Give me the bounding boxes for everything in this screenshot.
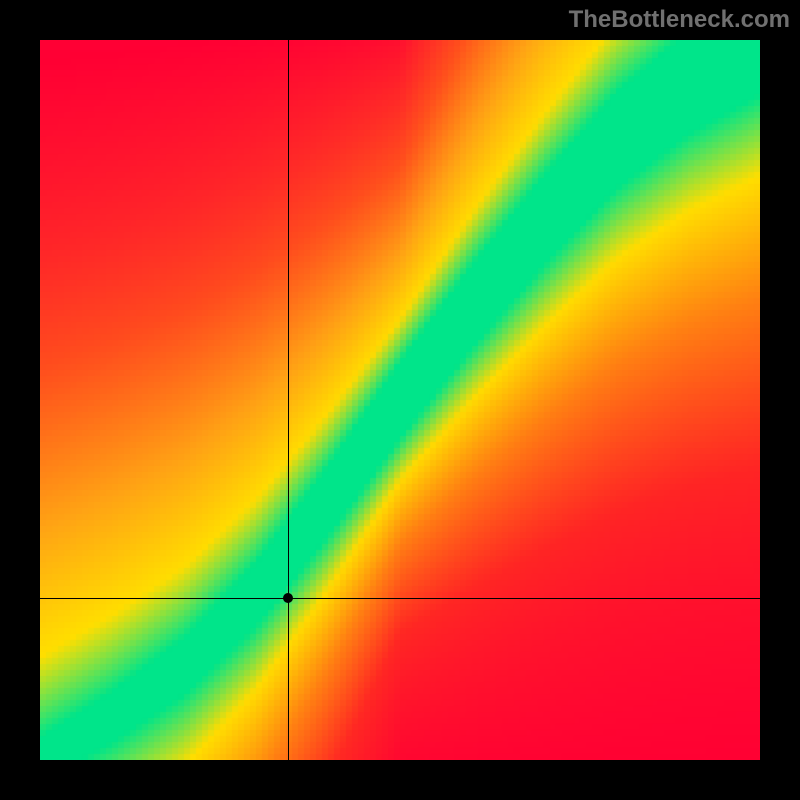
plot-area [40, 40, 760, 760]
heatmap-canvas [40, 40, 760, 760]
crosshair-vertical [288, 40, 289, 760]
crosshair-marker-dot [283, 593, 293, 603]
crosshair-horizontal [40, 598, 760, 599]
chart-frame: TheBottleneck.com [0, 0, 800, 800]
watermark-text: TheBottleneck.com [569, 6, 790, 34]
